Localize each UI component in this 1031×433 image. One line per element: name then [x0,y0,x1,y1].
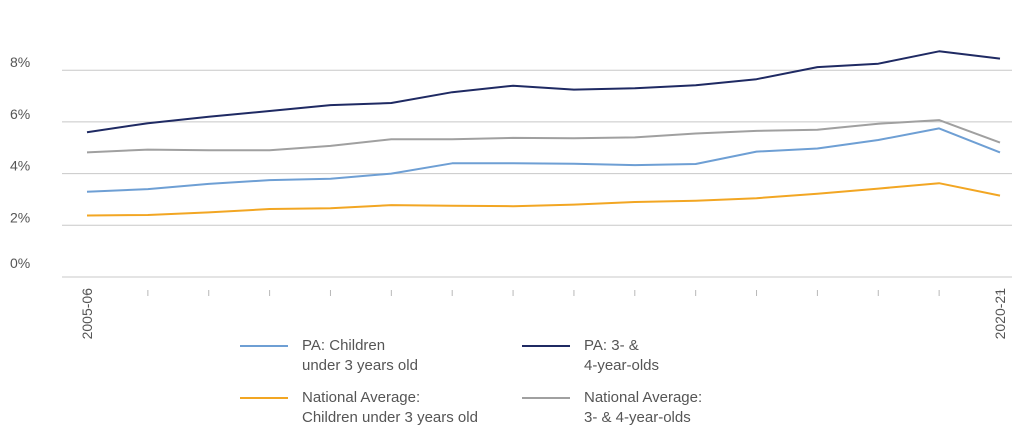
legend-item-national-under-3: National Average: Children under 3 years… [240,388,478,428]
y-tick-label: 2% [10,209,30,225]
series-line-1 [86,50,1001,134]
series-line-0 [86,127,1001,193]
y-tick-label: 8% [10,54,30,70]
x-tick-label: 2005-06 [79,288,95,340]
legend-label-pa-under-3: PA: Children under 3 years old [302,337,418,374]
x-axis: 2005-06 2020-21 [79,288,1008,340]
y-tick-label: 4% [10,158,30,174]
legend-label-national-3-4: National Average: 3- & 4-year-olds [584,389,703,426]
y-tick-label: 0% [10,255,30,271]
legend-swatch-pa-under-3 [240,345,288,347]
series-line-3 [86,119,1001,154]
legend-item-pa-3-4: PA: 3- & 4-year-olds [522,336,659,376]
legend-label-pa-3-4: PA: 3- & 4-year-olds [584,337,660,374]
legend-item-national-3-4: National Average: 3- & 4-year-olds [522,388,702,428]
legend-swatch-national-under-3 [240,397,288,399]
legend-swatch-national-3-4 [522,397,570,399]
grid-lines [62,69,1012,226]
legend-label-national-under-3: National Average: Children under 3 years… [302,389,478,426]
legend-item-pa-under-3: PA: Children under 3 years old [240,336,418,376]
legend-swatch-pa-3-4 [522,345,570,347]
y-tick-label: 6% [10,106,30,122]
y-axis: 0% 2% 4% 6% 8% [10,54,30,271]
series-lines [86,50,1001,217]
x-tick-label: 2020-21 [992,288,1008,340]
series-line-2 [86,182,1001,217]
